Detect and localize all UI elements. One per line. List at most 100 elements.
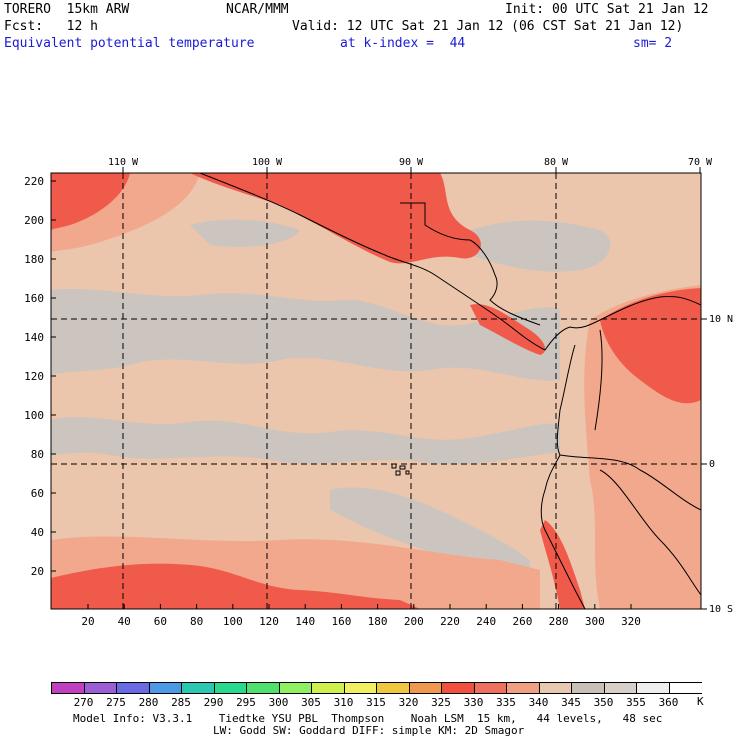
top-axis-labels: 110 W 100 W 90 W 80 W 70 W (108, 157, 713, 168)
colorbar-swatch (51, 682, 84, 694)
colorbar-swatch (181, 682, 214, 694)
colorbar-label: 290 (203, 696, 224, 709)
gray-band-south (330, 487, 530, 575)
lon-label: 110 W (108, 157, 139, 168)
coastlines (199, 172, 702, 610)
graticule (51, 173, 701, 609)
colorbar-label: 280 (138, 696, 159, 709)
lat-label: 10 S (709, 604, 733, 615)
colorbar-swatch (571, 682, 604, 694)
colorbar-swatch (246, 682, 279, 694)
axis-ticks (122, 167, 707, 610)
grid-y-label: 120 (24, 370, 44, 383)
grid-x-label: 320 (621, 615, 641, 628)
gray-band-north (51, 288, 560, 381)
gray-patch-northeast (470, 220, 611, 272)
grid-x-label: 240 (476, 615, 496, 628)
init-time: Init: 00 UTC Sat 21 Jan 12 (505, 2, 709, 17)
theta-e-field (51, 173, 701, 609)
colorbar-label: 285 (171, 696, 191, 709)
lon-label: 100 W (252, 157, 283, 168)
grid-x-label: 80 (190, 615, 203, 628)
physics-info: LW: Godd SW: Goddard DIFF: simple KM: 2D… (213, 724, 525, 737)
red-central-america (190, 173, 481, 264)
grid-x-label: 280 (549, 615, 569, 628)
coast-caribbean (400, 202, 541, 326)
grid-x-label: 60 (154, 615, 167, 628)
colorbar-swatch (148, 682, 182, 694)
red-south (51, 563, 420, 609)
grid-y-label: 60 (31, 487, 44, 500)
grid-y-label: 40 (31, 526, 44, 539)
colorbar-label: 310 (333, 696, 354, 709)
colorbar-swatch (538, 682, 572, 694)
colorbar-swatch (116, 682, 149, 694)
colorbar-label: 300 (268, 696, 289, 709)
colorbar-swatch (278, 682, 312, 694)
grid-y-label: 140 (24, 331, 44, 344)
lat-label: 0 (709, 459, 715, 470)
right-axis-labels: 10 N 0 10 S (709, 314, 733, 615)
colorbar-swatch (83, 682, 117, 694)
grid-x-label: 140 (295, 615, 315, 628)
colorbar-swatch (636, 682, 669, 694)
colorbar-label: 335 (496, 696, 516, 709)
grid-x-label: 40 (118, 615, 131, 628)
model-title: TORERO 15km ARW (4, 2, 130, 17)
colorbar-swatch (441, 682, 474, 694)
valid-time: Valid: 12 UTC Sat 21 Jan 12 (06 CST Sat … (292, 19, 684, 34)
grid-x-label: 160 (331, 615, 351, 628)
colorbar-unit: K (697, 695, 704, 708)
colorbar-swatch (376, 682, 409, 694)
map-frame (50, 172, 702, 610)
grid-y-label: 160 (24, 292, 44, 305)
bottom-axis-labels: 20 40 60 80 100 120 140 160 180 200 220 240 260 280 30… (81, 604, 641, 628)
smoothing-info: sm= 2 (633, 36, 673, 51)
gray-patch-west (190, 219, 300, 247)
lon-label: 70 W (688, 157, 713, 168)
red-costa-rica (470, 304, 546, 355)
colorbar-label: 330 (463, 696, 484, 709)
organization: NCAR/MMM (226, 2, 289, 17)
grid-x-label: 120 (259, 615, 279, 628)
colorbar-swatch (311, 682, 344, 694)
coast-south-america (540, 296, 702, 610)
colorbar-swatch (343, 682, 377, 694)
galapagos (391, 463, 410, 476)
grid-y-label: 220 (24, 175, 44, 188)
colorbar-label: 320 (398, 696, 419, 709)
red-colombia (600, 288, 701, 404)
grid-x-label: 200 (404, 615, 424, 628)
colorbar-swatch (473, 682, 507, 694)
colorbar-label: 305 (301, 696, 321, 709)
colorbar-label: 275 (106, 696, 126, 709)
coast-central-america (199, 172, 571, 351)
model-info: Model Info: V3.3.1 Tiedtke YSU PBL Thomp… (73, 712, 663, 725)
colorbar-label: 325 (431, 696, 451, 709)
colorbar-label: 295 (236, 696, 256, 709)
colorbar-swatch (603, 682, 637, 694)
grid-y-label: 200 (24, 214, 44, 227)
level-info: at k-index = 44 (340, 36, 466, 51)
grid-y-label: 180 (24, 253, 44, 266)
borders (559, 329, 702, 596)
lat-label: 10 N (709, 314, 733, 325)
grid-y-label: 100 (24, 409, 44, 422)
colorbar-label: 340 (528, 696, 549, 709)
left-axis-labels: 220 200 180 160 140 120 100 80 60 40 20 (24, 175, 56, 578)
colorbar-label: 355 (626, 696, 646, 709)
gray-band-mid (51, 417, 560, 465)
colorbar-label: 315 (366, 696, 386, 709)
grid-y-label: 80 (31, 448, 44, 461)
colorbar-swatch (668, 682, 702, 694)
grid-x-label: 20 (81, 615, 94, 628)
grid-x-label: 300 (585, 615, 605, 628)
grid-x-label: 180 (368, 615, 388, 628)
colorbar-label: 350 (593, 696, 614, 709)
colorbar-swatch (213, 682, 247, 694)
field-name: Equivalent potential temperature (4, 36, 255, 51)
colorbar-label: 270 (73, 696, 94, 709)
colorbar-label: 345 (561, 696, 581, 709)
lon-label: 90 W (399, 157, 424, 168)
